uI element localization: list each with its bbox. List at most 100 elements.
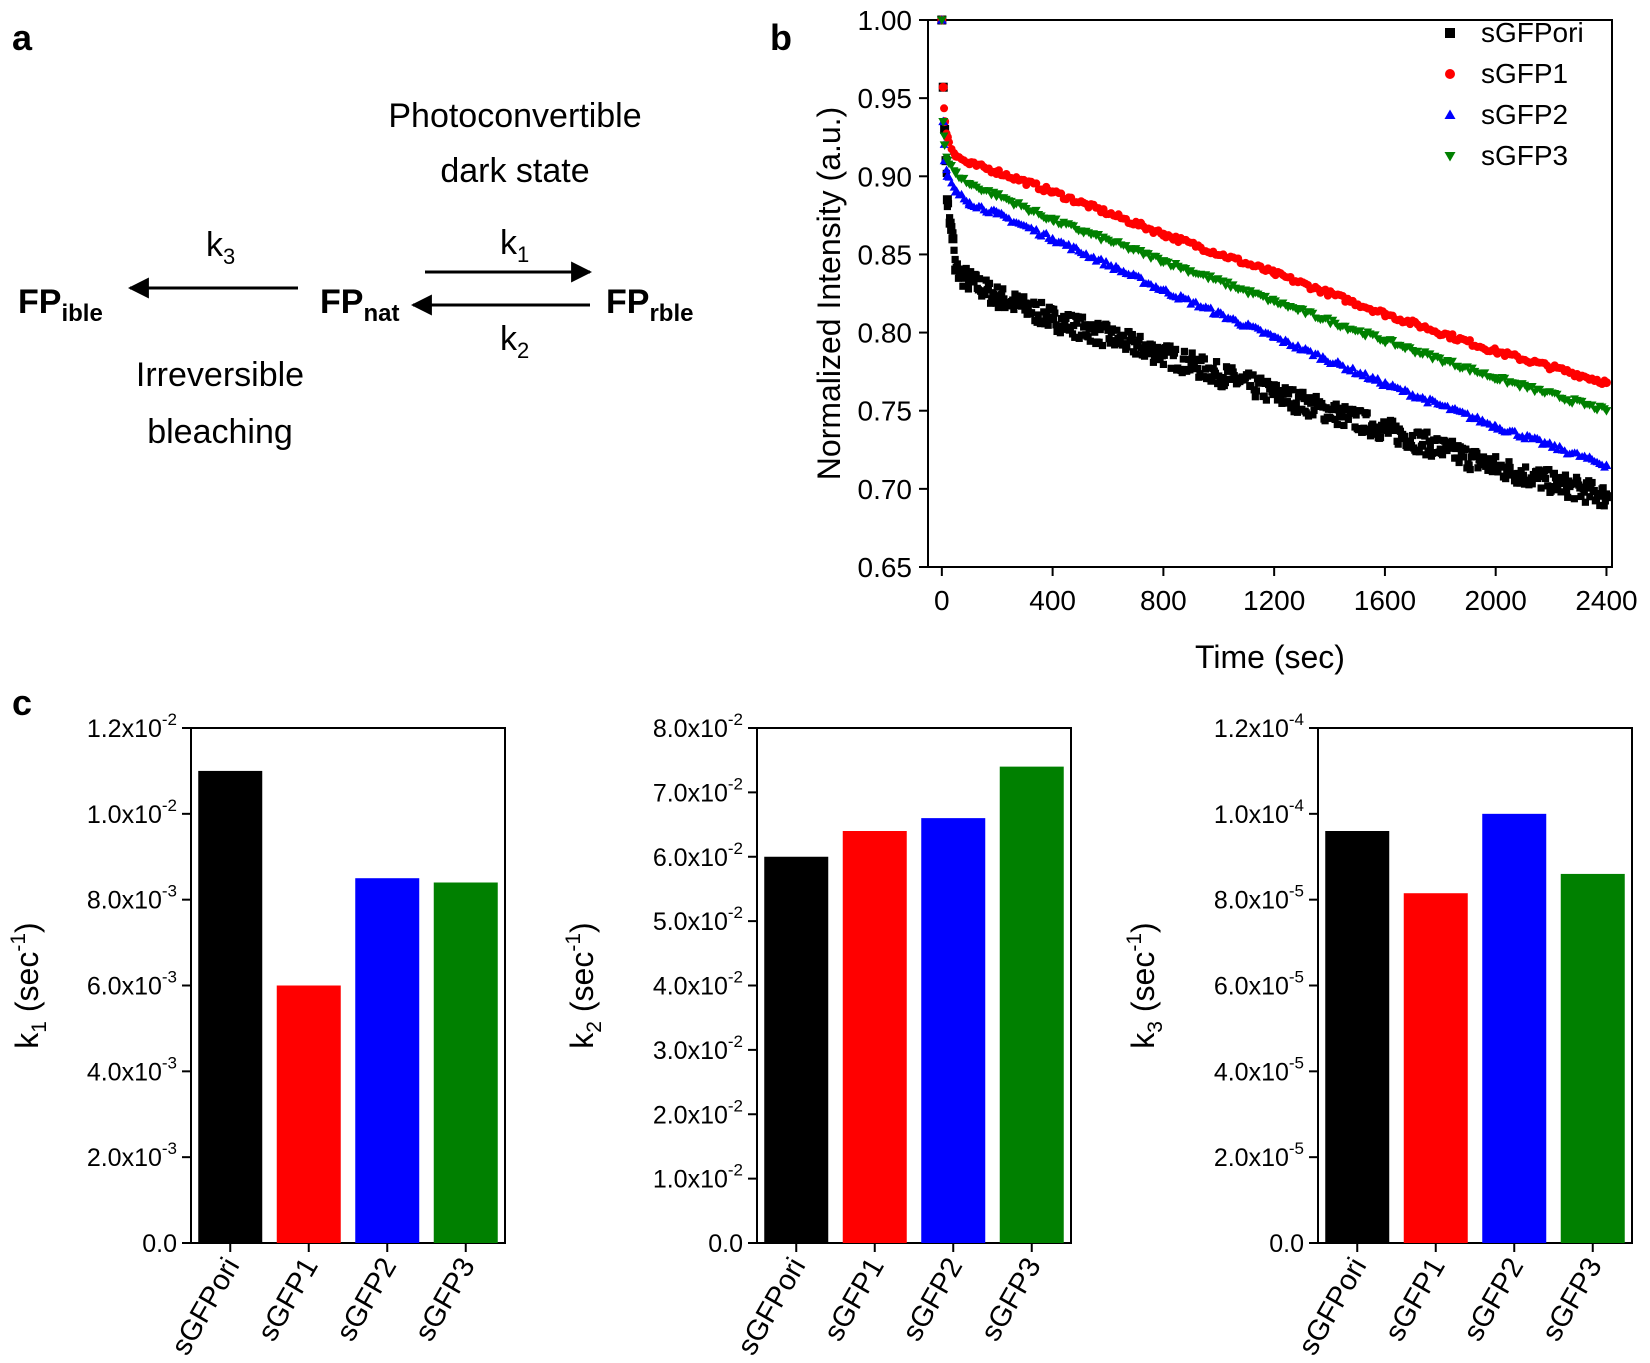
data-point [1051,215,1061,224]
data-point [1061,319,1069,327]
y-tick-label: 6.0x10-2 [653,839,743,872]
rate-label-k2: k2 [500,320,529,363]
data-point [1394,440,1402,448]
data-point [1592,496,1601,504]
y-tick-label: 6.0x10-5 [1214,968,1304,1001]
y-axis-label-subscript: 3 [1144,1021,1167,1033]
data-point [1041,228,1051,237]
data-point [1527,383,1537,391]
y-tick-exponent: -4 [1289,796,1304,815]
data-point [938,82,948,92]
y-tick-label: 2.0x10-2 [653,1096,743,1129]
data-point [1462,445,1470,453]
x-tick-label: sGFP3 [975,1253,1048,1347]
data-point [1140,352,1149,360]
x-tick-label: sGFP2 [330,1253,403,1347]
data-point [1519,471,1527,479]
data-point [1494,468,1502,476]
data-point [1483,460,1491,468]
data-point [942,165,951,174]
data-point [1113,326,1121,334]
panel-label-a: a [12,17,33,58]
y-axis-label-symbol: k [1125,1032,1161,1049]
y-tick-mantissa: 4.0x10 [87,1058,162,1086]
y-tick-exponent: -2 [162,796,177,815]
data-point [951,255,959,264]
data-point [1587,401,1597,410]
data-point [1077,331,1086,339]
data-point [1252,387,1261,395]
y-tick-label: 0.0 [1269,1230,1304,1258]
y-tick-exponent: -2 [728,774,743,793]
y-tick-label: 1.2x10-4 [1214,710,1304,743]
legend-entry-sgfp2: sGFP2 [1444,99,1568,130]
data-point [1288,400,1296,408]
data-point [1031,206,1041,215]
data-point [1188,349,1196,357]
data-point [1103,321,1111,330]
scheme-bottom-label-line1: Irreversible [136,356,304,394]
data-point [1581,498,1590,506]
y-tick-exponent: -2 [728,1032,743,1051]
data-point [1283,398,1292,406]
y-tick-label: 8.0x10-5 [1214,882,1304,915]
x-tick-label: sGFPori [1292,1253,1373,1361]
data-point [1418,440,1427,449]
y-tick-mantissa: 6.0x10 [87,973,162,1001]
data-point [1421,432,1429,440]
data-point [1509,470,1518,478]
data-point [1555,479,1563,487]
data-point [1136,273,1146,282]
y-tick-label: 8.0x10-3 [87,882,177,915]
data-point [1541,474,1550,483]
data-point [1406,438,1414,446]
data-point [1600,376,1609,385]
data-point [1506,463,1514,472]
y-tick-mantissa: 2.0x10 [653,1101,728,1129]
data-point [1479,453,1488,461]
data-point [1310,406,1318,415]
x-tick-label: 0 [934,585,950,616]
y-tick-label: 1.2x10-2 [87,710,177,743]
data-point [959,282,967,290]
data-point [1123,343,1131,351]
data-point [1331,415,1339,424]
data-point [1212,358,1221,366]
data-point [1365,427,1374,436]
data-point [1473,449,1481,457]
data-point [1360,424,1368,432]
y-tick-exponent: -2 [728,968,743,987]
data-point [1054,322,1062,330]
y-tick-exponent: -2 [728,1096,743,1115]
rate-label-k1-base: k [500,224,518,262]
data-point [981,290,989,299]
y-tick-label: 0.0 [708,1230,743,1258]
y-tick-label: 6.0x10-3 [87,968,177,1001]
data-point [1311,398,1319,406]
y-axis-label: k2 (sec-1) [562,922,606,1048]
data-point [1517,467,1525,475]
data-point [953,260,961,268]
data-point [1602,490,1611,498]
y-tick-mantissa: 8.0x10 [1214,887,1289,915]
data-point [1013,292,1021,300]
legend-marker [1445,28,1455,38]
y-tick-label: 0.65 [858,552,913,583]
bar-sgfp3 [433,882,498,1243]
data-point [986,299,995,307]
data-point [1062,314,1070,323]
data-point [1448,437,1457,445]
y-tick-mantissa: 4.0x10 [1214,1058,1289,1086]
legend-label: sGFP2 [1481,99,1568,130]
data-point [1205,364,1213,372]
rate-label-k3: k3 [206,226,235,269]
data-point [1260,392,1268,400]
data-point [1550,469,1558,477]
y-tick-exponent: -3 [162,1139,177,1158]
data-point [999,285,1007,293]
data-point [936,16,947,25]
y-tick-label: 7.0x10-2 [653,774,743,807]
legend-entry-sgfp1: sGFP1 [1445,58,1568,89]
data-point [1159,360,1167,369]
